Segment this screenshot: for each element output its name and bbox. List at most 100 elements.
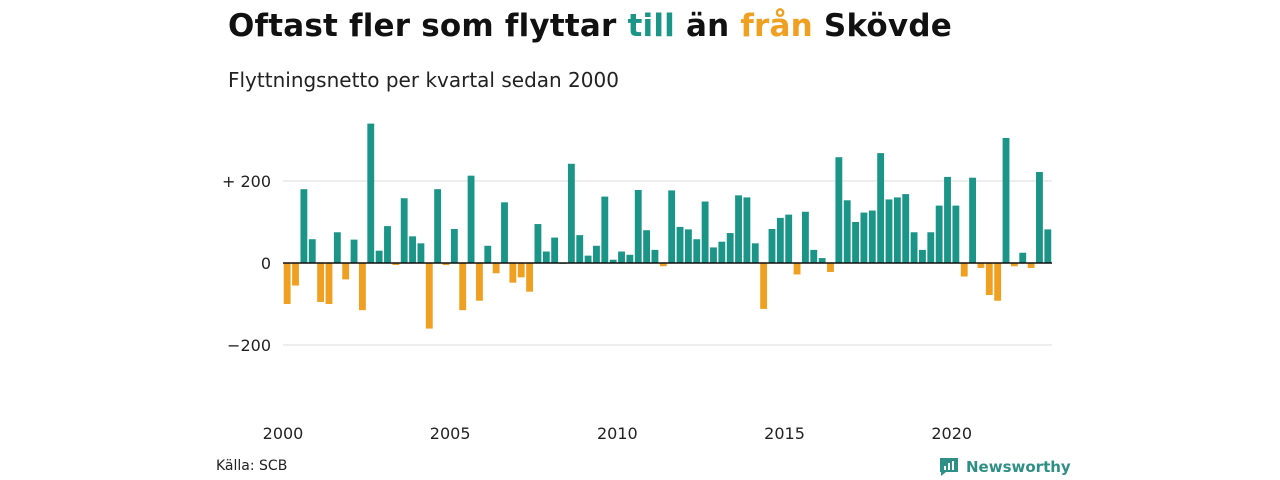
brand-name: Newsworthy	[966, 458, 1071, 476]
bar-2004Q1	[417, 243, 425, 263]
bar-2000Q4	[308, 239, 316, 263]
bar-2005Q3	[467, 175, 475, 263]
bar-2005Q4	[476, 263, 483, 301]
bar-2007Q3	[534, 224, 542, 263]
y-tick-label-2: −200	[227, 336, 271, 355]
y-tick-label-0: + 200	[222, 172, 271, 191]
bar-2016Q1	[818, 258, 826, 263]
bar-2006Q2	[492, 263, 500, 274]
bar-2005Q1	[450, 228, 458, 263]
title-word-in: till	[627, 8, 675, 44]
bar-2018Q4	[910, 232, 918, 263]
bar-2009Q3	[601, 196, 609, 263]
x-tick-label-2015: 2015	[764, 424, 805, 443]
x-tick-label-2020: 2020	[931, 424, 972, 443]
newsworthy-logo-icon	[940, 458, 958, 476]
bar-2022Q3	[1036, 171, 1043, 263]
chart-title: Oftast fler som flyttar till än från Skö…	[228, 8, 952, 44]
bar-2009Q4	[609, 259, 617, 263]
bar-2017Q4	[877, 153, 885, 263]
bar-2006Q4	[509, 263, 517, 283]
brand[interactable]: Newsworthy	[938, 456, 1071, 478]
bar-2013Q4	[743, 197, 751, 263]
bar-2007Q4	[542, 251, 550, 263]
bar-2022Q4	[1044, 229, 1052, 263]
bar-2000Q2	[292, 263, 299, 286]
bar-2012Q1	[684, 229, 692, 263]
bar-2016Q2	[827, 263, 834, 273]
bar-2020Q3	[969, 177, 977, 263]
bar-2003Q3	[400, 198, 408, 263]
bar-2008Q3	[567, 163, 575, 263]
bar-2014Q2	[760, 263, 768, 309]
bars-layer	[283, 123, 1052, 329]
bar-2003Q1	[384, 226, 391, 263]
bar-2020Q4	[977, 263, 985, 268]
bar-2013Q1	[718, 241, 726, 263]
bar-2002Q2	[358, 263, 366, 311]
bar-2021Q3	[1002, 137, 1010, 263]
bar-2003Q4	[409, 236, 416, 263]
x-tick-label-2010: 2010	[597, 424, 638, 443]
bar-2019Q3	[935, 205, 943, 263]
bar-2016Q4	[843, 200, 851, 263]
bar-2001Q1	[317, 263, 325, 302]
axis-layer: + 200 0 −200 2000 2005 2010 2015 2020	[222, 172, 1052, 443]
bar-2012Q4	[710, 247, 717, 263]
bar-2000Q3	[300, 189, 308, 263]
source-label: Källa: SCB	[216, 458, 288, 474]
bar-2018Q2	[893, 197, 901, 263]
bar-2010Q1	[618, 251, 625, 263]
bar-2009Q1	[584, 255, 592, 263]
x-tick-label-2005: 2005	[430, 424, 471, 443]
bar-2008Q4	[576, 235, 584, 263]
bar-2019Q2	[927, 232, 935, 263]
bar-2018Q1	[885, 199, 893, 263]
grid-layer	[283, 180, 1052, 346]
title-part-2: än	[674, 8, 741, 44]
bar-2014Q4	[776, 217, 784, 263]
bar-2001Q4	[342, 263, 350, 280]
y-tick-label-1: 0	[261, 254, 271, 273]
bar-2017Q1	[852, 222, 859, 263]
bar-2018Q3	[902, 194, 910, 263]
bar-2002Q1	[350, 239, 358, 263]
x-tick-label-2000: 2000	[263, 424, 304, 443]
bar-2005Q2	[459, 263, 467, 311]
bar-2017Q3	[868, 210, 876, 263]
bar-2006Q1	[484, 245, 492, 263]
bar-2013Q3	[735, 195, 742, 263]
bar-2009Q2	[593, 245, 600, 263]
bar-2001Q2	[325, 263, 333, 304]
bar-2020Q2	[960, 263, 968, 277]
bar-2011Q3	[668, 190, 676, 263]
bar-2022Q2	[1027, 263, 1035, 268]
title-part-3: Skövde	[812, 8, 952, 44]
bar-2016Q3	[835, 157, 843, 263]
bar-2014Q1	[751, 243, 759, 263]
bar-2010Q2	[626, 254, 634, 263]
bar-2021Q1	[985, 263, 993, 295]
bar-2003Q2	[392, 263, 400, 266]
chart-subtitle: Flyttningsnetto per kvartal sedan 2000	[228, 68, 619, 92]
bar-2020Q1	[952, 205, 960, 263]
bar-2007Q1	[517, 263, 525, 278]
bar-2022Q1	[1019, 252, 1027, 263]
bar-2012Q3	[701, 201, 709, 263]
bar-2004Q2	[425, 263, 433, 329]
bar-2002Q3	[367, 123, 375, 263]
bar-2010Q4	[643, 230, 651, 263]
title-word-out: från	[740, 8, 813, 44]
bar-2021Q4	[1010, 263, 1018, 267]
bar-2015Q4	[810, 249, 818, 263]
bar-2006Q3	[501, 202, 508, 263]
bar-2004Q4	[442, 263, 450, 266]
bar-2021Q2	[994, 263, 1002, 301]
bar-2007Q2	[526, 263, 533, 292]
bar-2013Q2	[726, 233, 734, 263]
bar-2015Q3	[801, 211, 809, 263]
bar-2012Q2	[693, 239, 701, 263]
bar-2010Q3	[634, 190, 642, 263]
bar-2015Q2	[793, 263, 801, 275]
